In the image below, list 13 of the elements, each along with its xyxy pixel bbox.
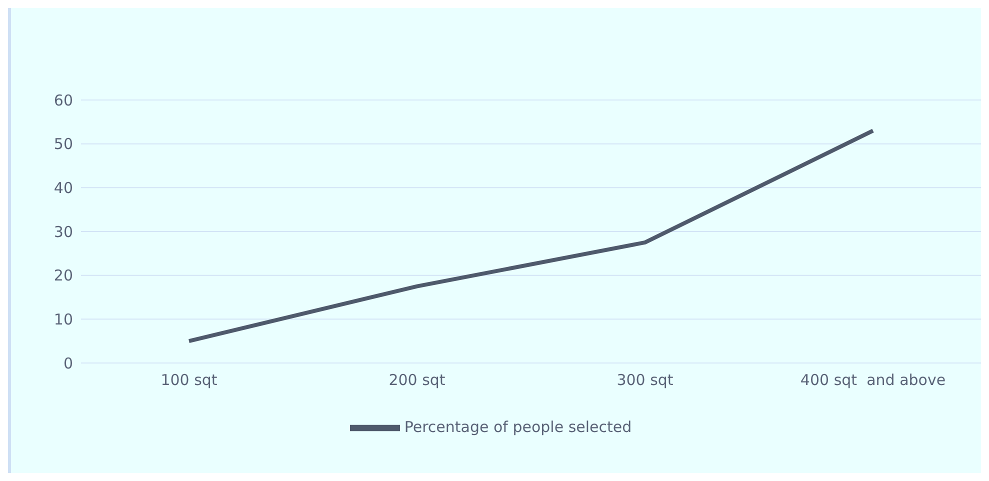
legend-label: Percentage of people selected xyxy=(404,418,632,436)
y-tick-label: 0 xyxy=(63,354,73,372)
y-tick-label: 50 xyxy=(54,135,73,154)
y-tick-label: 60 xyxy=(54,91,73,110)
line-series xyxy=(187,128,875,344)
x-tick-label: 400 sqt and above xyxy=(800,371,946,389)
y-tick-label: 30 xyxy=(54,222,73,241)
y-tick-label: 10 xyxy=(54,310,73,328)
x-tick-label: 200 sqt xyxy=(388,371,446,389)
x-tick-label: 300 sqt xyxy=(616,371,674,389)
x-tick-label: 100 sqt xyxy=(160,371,218,389)
y-tick-label: 20 xyxy=(54,266,73,285)
y-tick-label: 40 xyxy=(54,178,73,197)
